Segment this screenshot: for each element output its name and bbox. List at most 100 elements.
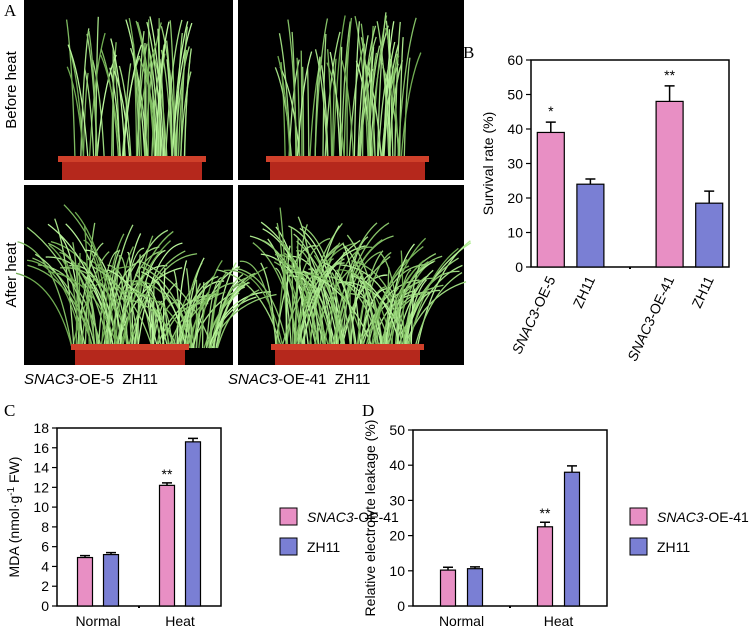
plant-blade (212, 281, 249, 349)
bar (466, 568, 484, 607)
error-bar (664, 85, 675, 102)
plant-blade (113, 70, 131, 161)
plant-blade (182, 307, 195, 349)
row-label: Before heat (3, 50, 20, 128)
plant-blade (403, 281, 467, 349)
plant-blade (157, 28, 162, 161)
plant-blade (280, 62, 286, 161)
plant-blade (127, 286, 169, 349)
plant-blade (107, 256, 122, 349)
plant-blade (331, 58, 337, 161)
error-bar (585, 178, 596, 185)
plant-blade (341, 60, 355, 161)
plant-blade (400, 52, 422, 161)
legend-label: ZH11 (307, 539, 340, 555)
photo (238, 0, 464, 180)
plant-blade (301, 258, 345, 349)
plant-blade (106, 249, 121, 349)
y-tick-label: 0 (41, 598, 49, 614)
plant-blade (377, 284, 444, 349)
x-tick-label: Heat (165, 613, 195, 629)
plant-blade (171, 22, 193, 161)
plant-blade (115, 250, 164, 349)
y-tick-label: 2 (41, 578, 49, 594)
plant-blade (26, 226, 96, 349)
plant-blade (144, 282, 154, 349)
y-tick-label: 10 (33, 499, 49, 515)
y-axis-label-part: Survival rate (%) (480, 112, 496, 215)
bar (563, 471, 581, 607)
plant-blade (136, 31, 145, 161)
plant-blade (301, 66, 305, 161)
plant-blade (332, 15, 346, 161)
plant-blade (59, 235, 84, 349)
plant-blade (287, 19, 298, 161)
plant-blade (367, 62, 376, 161)
bar (102, 553, 120, 607)
bar (76, 556, 94, 607)
plant-blade (398, 37, 404, 161)
plant-blade (47, 223, 115, 349)
plant-blade (314, 18, 329, 161)
y-tick-label: 0 (515, 259, 523, 275)
plant-blade (223, 269, 284, 349)
photo-panel (15, 0, 472, 365)
plant-blade (376, 12, 387, 161)
plant-blade (300, 239, 361, 349)
plant-blade (339, 46, 343, 161)
y-tick-label: 50 (507, 87, 523, 103)
plant-blade (296, 262, 345, 349)
plant-blade (322, 33, 327, 161)
plant-blade (351, 274, 383, 349)
plant-blade (84, 68, 95, 161)
plant-blade (158, 300, 173, 349)
significance-mark: ** (664, 67, 675, 83)
plant-blade (108, 246, 160, 349)
plant-blade (120, 290, 190, 349)
plant-blade (306, 68, 310, 161)
plant-blade (149, 16, 165, 161)
error-bar (106, 551, 116, 555)
plant-blade (128, 18, 143, 161)
plant-blade (353, 260, 378, 349)
plant-blade (388, 60, 404, 161)
plant-blade (249, 235, 317, 349)
plant-blade (184, 257, 205, 349)
plant-blade (346, 234, 384, 349)
plant-blade (17, 241, 73, 349)
plant-blade (67, 44, 89, 161)
plant-blade (128, 280, 171, 349)
plant-blade (148, 71, 159, 161)
plant-blade (120, 240, 172, 349)
panel-label: A (4, 1, 17, 20)
x-tick-label: Normal (75, 613, 120, 629)
y-tick-label: 60 (507, 52, 523, 68)
y-tick-label: 20 (389, 528, 405, 544)
y-tick-label: 10 (507, 225, 523, 241)
x-tick-label: Normal (439, 613, 484, 629)
plant-blade (74, 211, 118, 349)
plant-blade (48, 271, 118, 349)
plant-blade (274, 253, 318, 349)
plant-blade (174, 46, 190, 161)
y-tick-label: 18 (33, 420, 49, 436)
y-tick-label: 10 (389, 563, 405, 579)
plant-blade (321, 65, 329, 161)
bar (158, 484, 176, 607)
plant-blade (340, 264, 408, 349)
plant-blade (107, 269, 159, 349)
y-tick-label: 12 (33, 479, 49, 495)
x-tick-label: SNAC3-OE-41 (624, 273, 677, 363)
y-axis-label: Survival rate (%) (480, 112, 496, 215)
plant-blade (148, 48, 160, 161)
plant-blade (400, 250, 405, 349)
pot (270, 160, 425, 180)
bar (695, 202, 724, 268)
plant-blade (80, 251, 110, 349)
plant-blade (134, 273, 162, 349)
error-bar (545, 121, 556, 133)
plant-blade (140, 266, 194, 349)
pot-rim (266, 156, 429, 162)
plant-blade (382, 41, 396, 161)
y-tick-label: 14 (33, 460, 49, 476)
